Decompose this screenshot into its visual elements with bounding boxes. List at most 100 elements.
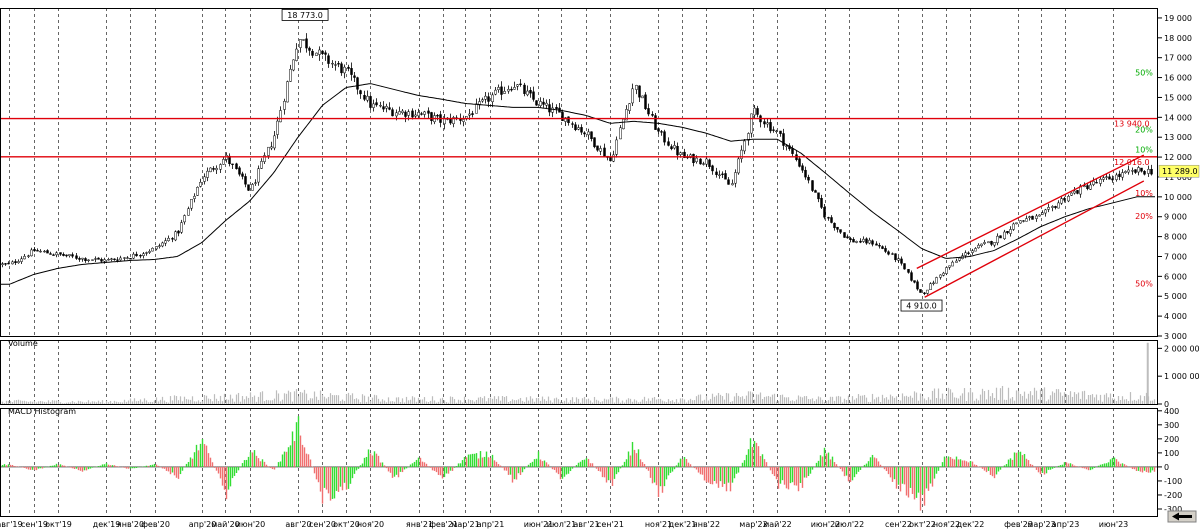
candle-body	[305, 38, 308, 49]
candle-body	[657, 128, 660, 132]
candle-body	[145, 252, 148, 254]
candle-body	[481, 99, 484, 102]
candle-body	[279, 110, 282, 123]
candle-body	[417, 112, 420, 117]
candle-body	[798, 158, 801, 167]
macd-y-tick-label: 0	[1164, 463, 1169, 472]
candle-body	[359, 90, 362, 95]
x-tick-label: апр'21	[477, 520, 505, 529]
candle-body	[1076, 190, 1079, 194]
x-tick-label: июн'22	[811, 520, 841, 529]
candle-body	[1, 263, 4, 265]
candle-body	[935, 277, 938, 284]
candle-body	[235, 163, 238, 170]
candle-body	[215, 167, 218, 171]
candle-body	[545, 102, 548, 106]
candle-body	[641, 95, 644, 99]
candle-body	[878, 245, 881, 247]
candle-body	[807, 176, 810, 181]
candle-body	[887, 251, 890, 255]
candle-body	[49, 253, 52, 255]
candle-body	[580, 127, 583, 133]
candle-body	[75, 255, 78, 259]
price-y-tick-label: 4 000	[1164, 312, 1187, 321]
candle-body	[1092, 180, 1095, 185]
candle-body	[516, 84, 519, 87]
candle-body	[318, 49, 321, 55]
candle-body	[129, 258, 132, 260]
candle-body	[55, 252, 58, 256]
candle-body	[36, 250, 39, 252]
candle-body	[827, 217, 830, 219]
candle-body	[907, 269, 910, 273]
candle-body	[923, 292, 926, 294]
candle-body	[1022, 220, 1025, 222]
price-y-tick-label: 9 000	[1164, 213, 1187, 222]
candle-body	[267, 146, 270, 156]
candle-body	[676, 146, 679, 156]
candle-body	[222, 159, 225, 165]
candle-body	[1054, 206, 1057, 208]
candle-body	[46, 250, 49, 254]
candle-body	[1083, 185, 1086, 188]
candle-body	[542, 101, 545, 105]
candle-body	[603, 147, 606, 157]
candle-body	[849, 238, 852, 241]
candle-body	[983, 242, 986, 244]
candle-body	[395, 112, 398, 117]
x-tick-label: июл'22	[835, 520, 864, 529]
macd-y-tick-label: -100	[1164, 477, 1182, 486]
candle-body	[491, 94, 494, 103]
candle-body	[132, 253, 135, 259]
candle-body	[747, 133, 750, 141]
candle-body	[670, 146, 673, 150]
candle-body	[811, 180, 814, 191]
candle-body	[612, 154, 615, 162]
candle-body	[843, 232, 846, 238]
candle-body	[884, 248, 887, 252]
candle-body	[1028, 216, 1031, 218]
x-tick-label: дек'22	[957, 520, 985, 529]
x-tick-label: сен'22	[885, 520, 912, 529]
candle-body	[286, 81, 289, 103]
percent-level-label: 50%	[1135, 69, 1153, 78]
candle-body	[571, 123, 574, 125]
candle-body	[369, 96, 372, 108]
candle-body	[126, 257, 129, 259]
price-y-tick-label: 6 000	[1164, 272, 1187, 281]
candle-body	[532, 91, 535, 100]
price-y-tick-label: 10 000	[1164, 193, 1192, 202]
candle-body	[926, 289, 929, 294]
price-y-tick-label: 5 000	[1164, 292, 1187, 301]
candle-body	[107, 259, 110, 261]
candle-body	[1131, 170, 1134, 172]
candle-body	[699, 158, 702, 165]
candle-body	[535, 100, 538, 106]
candle-body	[743, 140, 746, 152]
candle-body	[1006, 231, 1009, 234]
candle-body	[567, 116, 570, 123]
candle-body	[635, 85, 638, 90]
candle-body	[199, 181, 202, 187]
macd-y-tick-label: 300	[1164, 421, 1179, 430]
candle-body	[263, 155, 266, 162]
price-annotation-box	[900, 299, 943, 312]
candle-body	[593, 137, 596, 148]
scroll-left-arrow-icon[interactable]	[1167, 510, 1197, 523]
candle-body	[84, 258, 87, 261]
candle-body	[155, 246, 158, 250]
candle-body	[23, 256, 26, 260]
candle-body	[391, 109, 394, 117]
candle-body	[958, 257, 961, 261]
candle-body	[20, 258, 23, 262]
candle-body	[190, 199, 193, 209]
candle-body	[475, 103, 478, 114]
candle-body	[846, 236, 849, 239]
candle-body	[1137, 167, 1140, 173]
candle-body	[708, 159, 711, 167]
candle-body	[241, 173, 244, 177]
candle-body	[651, 114, 654, 116]
candle-body	[814, 190, 817, 193]
candle-body	[1073, 190, 1076, 194]
